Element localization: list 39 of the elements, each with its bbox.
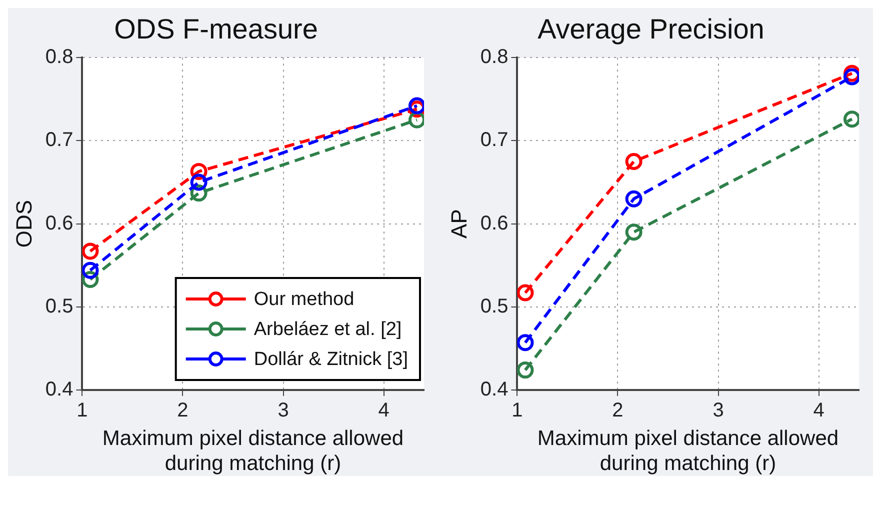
legend-label: Dollár & Zitnick [3] <box>254 349 408 370</box>
y-tick-label: 0.8 <box>480 46 508 68</box>
legend-label: Our method <box>254 289 354 310</box>
point <box>625 190 642 208</box>
y-tick-label: 0.5 <box>45 295 74 318</box>
x-tick-label: 1 <box>512 400 523 422</box>
chart-title: Average Precision <box>538 14 764 45</box>
point <box>517 334 534 352</box>
x-tick-label: 2 <box>612 400 624 422</box>
point <box>843 68 859 86</box>
y-tick-label: 0.6 <box>480 212 508 234</box>
y-tick-label: 0.6 <box>45 212 74 234</box>
legend-label: Arbeláez et al. [2] <box>254 319 402 340</box>
point <box>82 242 99 260</box>
y-tick-label: 0.8 <box>45 46 74 68</box>
point <box>517 362 534 379</box>
y-tick-label: 0.7 <box>480 129 508 152</box>
y-tick-label: 0.7 <box>45 129 74 152</box>
y-tick-label: 0.4 <box>45 378 74 401</box>
y-axis-title: AP <box>446 209 472 238</box>
x-tick-label: 3 <box>278 400 289 422</box>
y-axis-title: ODS <box>11 200 36 248</box>
chart-title: ODS F-measure <box>114 14 318 45</box>
x-tick-label: 4 <box>813 400 824 422</box>
point <box>408 97 424 114</box>
x-tick-label: 3 <box>712 400 724 422</box>
point <box>190 174 208 191</box>
point <box>625 152 642 170</box>
y-tick-label: 0.5 <box>480 295 508 318</box>
y-tick-label: 0.4 <box>480 378 508 401</box>
x-axis-title: Maximum pixel distance allowed during matching (r) <box>536 426 840 476</box>
point <box>517 284 534 302</box>
x-axis-title: Maximum pixel distance allowed during matching (r) <box>101 426 405 476</box>
point <box>82 262 99 279</box>
x-tick-label: 1 <box>76 400 88 422</box>
point <box>843 110 859 128</box>
point <box>625 224 642 241</box>
x-tick-label: 2 <box>177 400 188 422</box>
x-tick-label: 4 <box>378 400 390 422</box>
